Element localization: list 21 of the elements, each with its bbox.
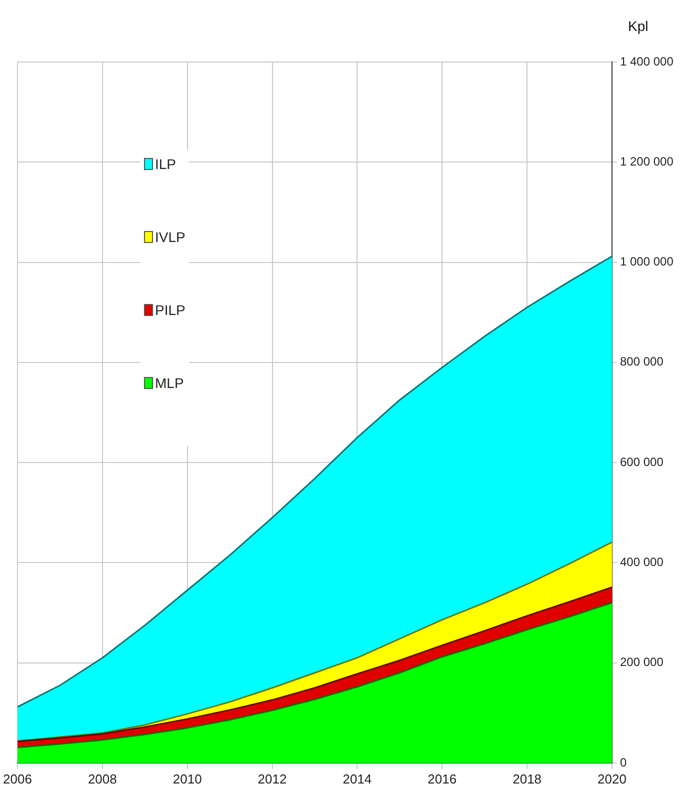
y-tick-label: 800 000 (620, 354, 664, 369)
y-tick-label: 1 200 000 (620, 154, 674, 168)
x-tick-label: 2012 (258, 771, 287, 786)
legend-label: IVLP (155, 229, 186, 245)
legend-label: PILP (155, 302, 186, 318)
x-tick-label: 2018 (512, 771, 542, 786)
y-tick-label: 1 000 000 (620, 254, 674, 269)
x-tick-label: 2016 (428, 771, 457, 786)
y-tick-label: 400 000 (620, 555, 664, 570)
x-tick-label: 2010 (172, 771, 202, 786)
x-tick-label: 2006 (3, 771, 32, 786)
legend-label: MLP (155, 375, 184, 391)
x-tick-label: 2008 (88, 771, 117, 786)
legend-label: ILP (155, 156, 176, 172)
y-axis-title: Kpl (628, 18, 648, 34)
y-tick-label: 1 400 000 (620, 54, 674, 68)
y-tick-label: 200 000 (620, 655, 664, 670)
x-tick-label: 2014 (342, 771, 372, 786)
x-tick-label: 2020 (598, 771, 626, 786)
y-tick-label: 600 000 (620, 454, 664, 469)
y-tick-label: 0 (620, 755, 627, 770)
